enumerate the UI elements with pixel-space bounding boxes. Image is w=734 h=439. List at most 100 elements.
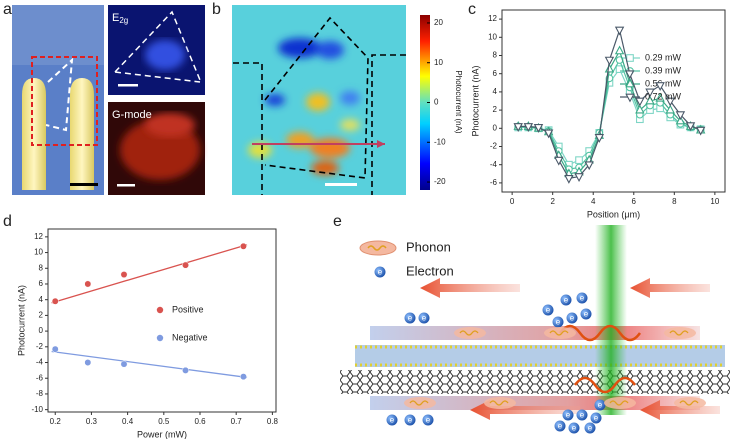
panel-e (340, 225, 730, 420)
y-axis-label: Photocurrent (nA) (16, 285, 26, 356)
electron (590, 412, 602, 424)
electron (404, 312, 416, 324)
electron (576, 292, 588, 304)
marker (614, 45, 625, 55)
y-tick-label: -4 (490, 160, 498, 169)
point (239, 373, 247, 381)
marker (604, 63, 615, 73)
phonon-wave-small (459, 330, 479, 336)
fit-line (51, 244, 248, 304)
marker (635, 97, 645, 107)
electron-label: e (408, 314, 413, 323)
electron (554, 420, 566, 432)
y-tick-label: 10 (488, 32, 497, 41)
electron-label: e (594, 414, 599, 423)
colorbar (420, 15, 430, 190)
point (84, 280, 92, 288)
y-tick-label: 6 (39, 279, 44, 288)
legend-text: 0.72 mW (645, 91, 682, 101)
electrode-outline (371, 54, 406, 195)
flake-outline (114, 71, 201, 83)
chart: 0 2 4 6 8 10 -6 -4 -2 0 2 4 6 8 10 12 Position (μm) Photo… (470, 9, 726, 219)
panel-a: E2g G-mode (12, 5, 205, 195)
x-tick-label: 0.7 (231, 417, 243, 426)
legend-text: 0.39 mW (645, 65, 682, 75)
x-tick-label: 2 (550, 197, 555, 206)
marker (635, 104, 645, 114)
marker (594, 134, 605, 143)
electron-label: e (408, 416, 413, 425)
electron-label: e (584, 310, 589, 319)
phonon-wave (573, 376, 637, 394)
electrode (70, 78, 94, 190)
legend-text: Positive (172, 304, 204, 314)
electrode (22, 78, 46, 190)
phonon-wave-small (669, 330, 689, 336)
x-tick-label: 0.6 (194, 417, 206, 426)
point (51, 345, 59, 353)
marker (665, 97, 675, 107)
marker (523, 123, 534, 132)
y-tick-label: -2 (490, 142, 498, 151)
electron (566, 312, 578, 324)
y-tick-label: 2 (493, 105, 498, 114)
phonon-wave (558, 324, 642, 342)
phonon (454, 327, 486, 339)
x-tick-label: 0 (510, 197, 515, 206)
marker (675, 115, 686, 125)
phonon-icon-wave (367, 245, 387, 251)
flake-outline (45, 57, 74, 132)
colorbar-tick-label: 10 (434, 58, 443, 67)
colorbar-tick-label: 20 (434, 18, 443, 27)
marker (655, 92, 665, 102)
electron (580, 308, 592, 320)
y-tick-label: 0 (39, 326, 44, 335)
electron-label: e (598, 401, 603, 410)
x-tick-label: 10 (710, 197, 719, 206)
graphene-layer (340, 370, 730, 394)
panel-label: a (3, 1, 12, 18)
electron-label: e (570, 314, 575, 323)
raman-mode-label: G-mode (112, 109, 152, 121)
point (51, 297, 59, 305)
marker (554, 156, 564, 166)
point (239, 242, 247, 250)
electron (422, 414, 434, 426)
x-tick-label: 0.3 (86, 417, 98, 426)
colorbar-tick-label: 0 (434, 98, 439, 107)
electron (560, 294, 572, 306)
electron-label: e (588, 424, 593, 433)
phonon (484, 397, 516, 409)
electron (542, 304, 554, 316)
legend-text: Electron (406, 263, 454, 278)
flake-outline (114, 10, 201, 81)
phonon-wave-small (549, 330, 569, 336)
electron-label: e (422, 314, 427, 323)
marker (675, 111, 686, 121)
y-tick-label: -8 (36, 389, 44, 398)
marker (513, 123, 523, 132)
electron-label: e (566, 411, 571, 420)
electron-label: e (564, 296, 569, 305)
y-tick-label: -6 (490, 178, 498, 187)
marker (564, 175, 574, 184)
point (120, 271, 128, 279)
arrow (630, 278, 710, 298)
label-main: E (112, 12, 119, 24)
y-tick-label: 6 (493, 69, 498, 78)
flake (12, 5, 104, 65)
electron-label: e (580, 411, 585, 420)
x-tick-label: 6 (632, 197, 637, 206)
x-axis-label: Position (μm) (587, 209, 640, 219)
electron (594, 399, 606, 411)
signal (145, 113, 195, 137)
arrow (470, 400, 580, 420)
legend-marker (156, 306, 164, 314)
electron-label: e (556, 318, 561, 327)
y-tick-label: 2 (39, 311, 44, 320)
point (182, 261, 189, 269)
marker (645, 95, 655, 105)
plot-frame (501, 9, 726, 193)
electron (584, 422, 596, 434)
